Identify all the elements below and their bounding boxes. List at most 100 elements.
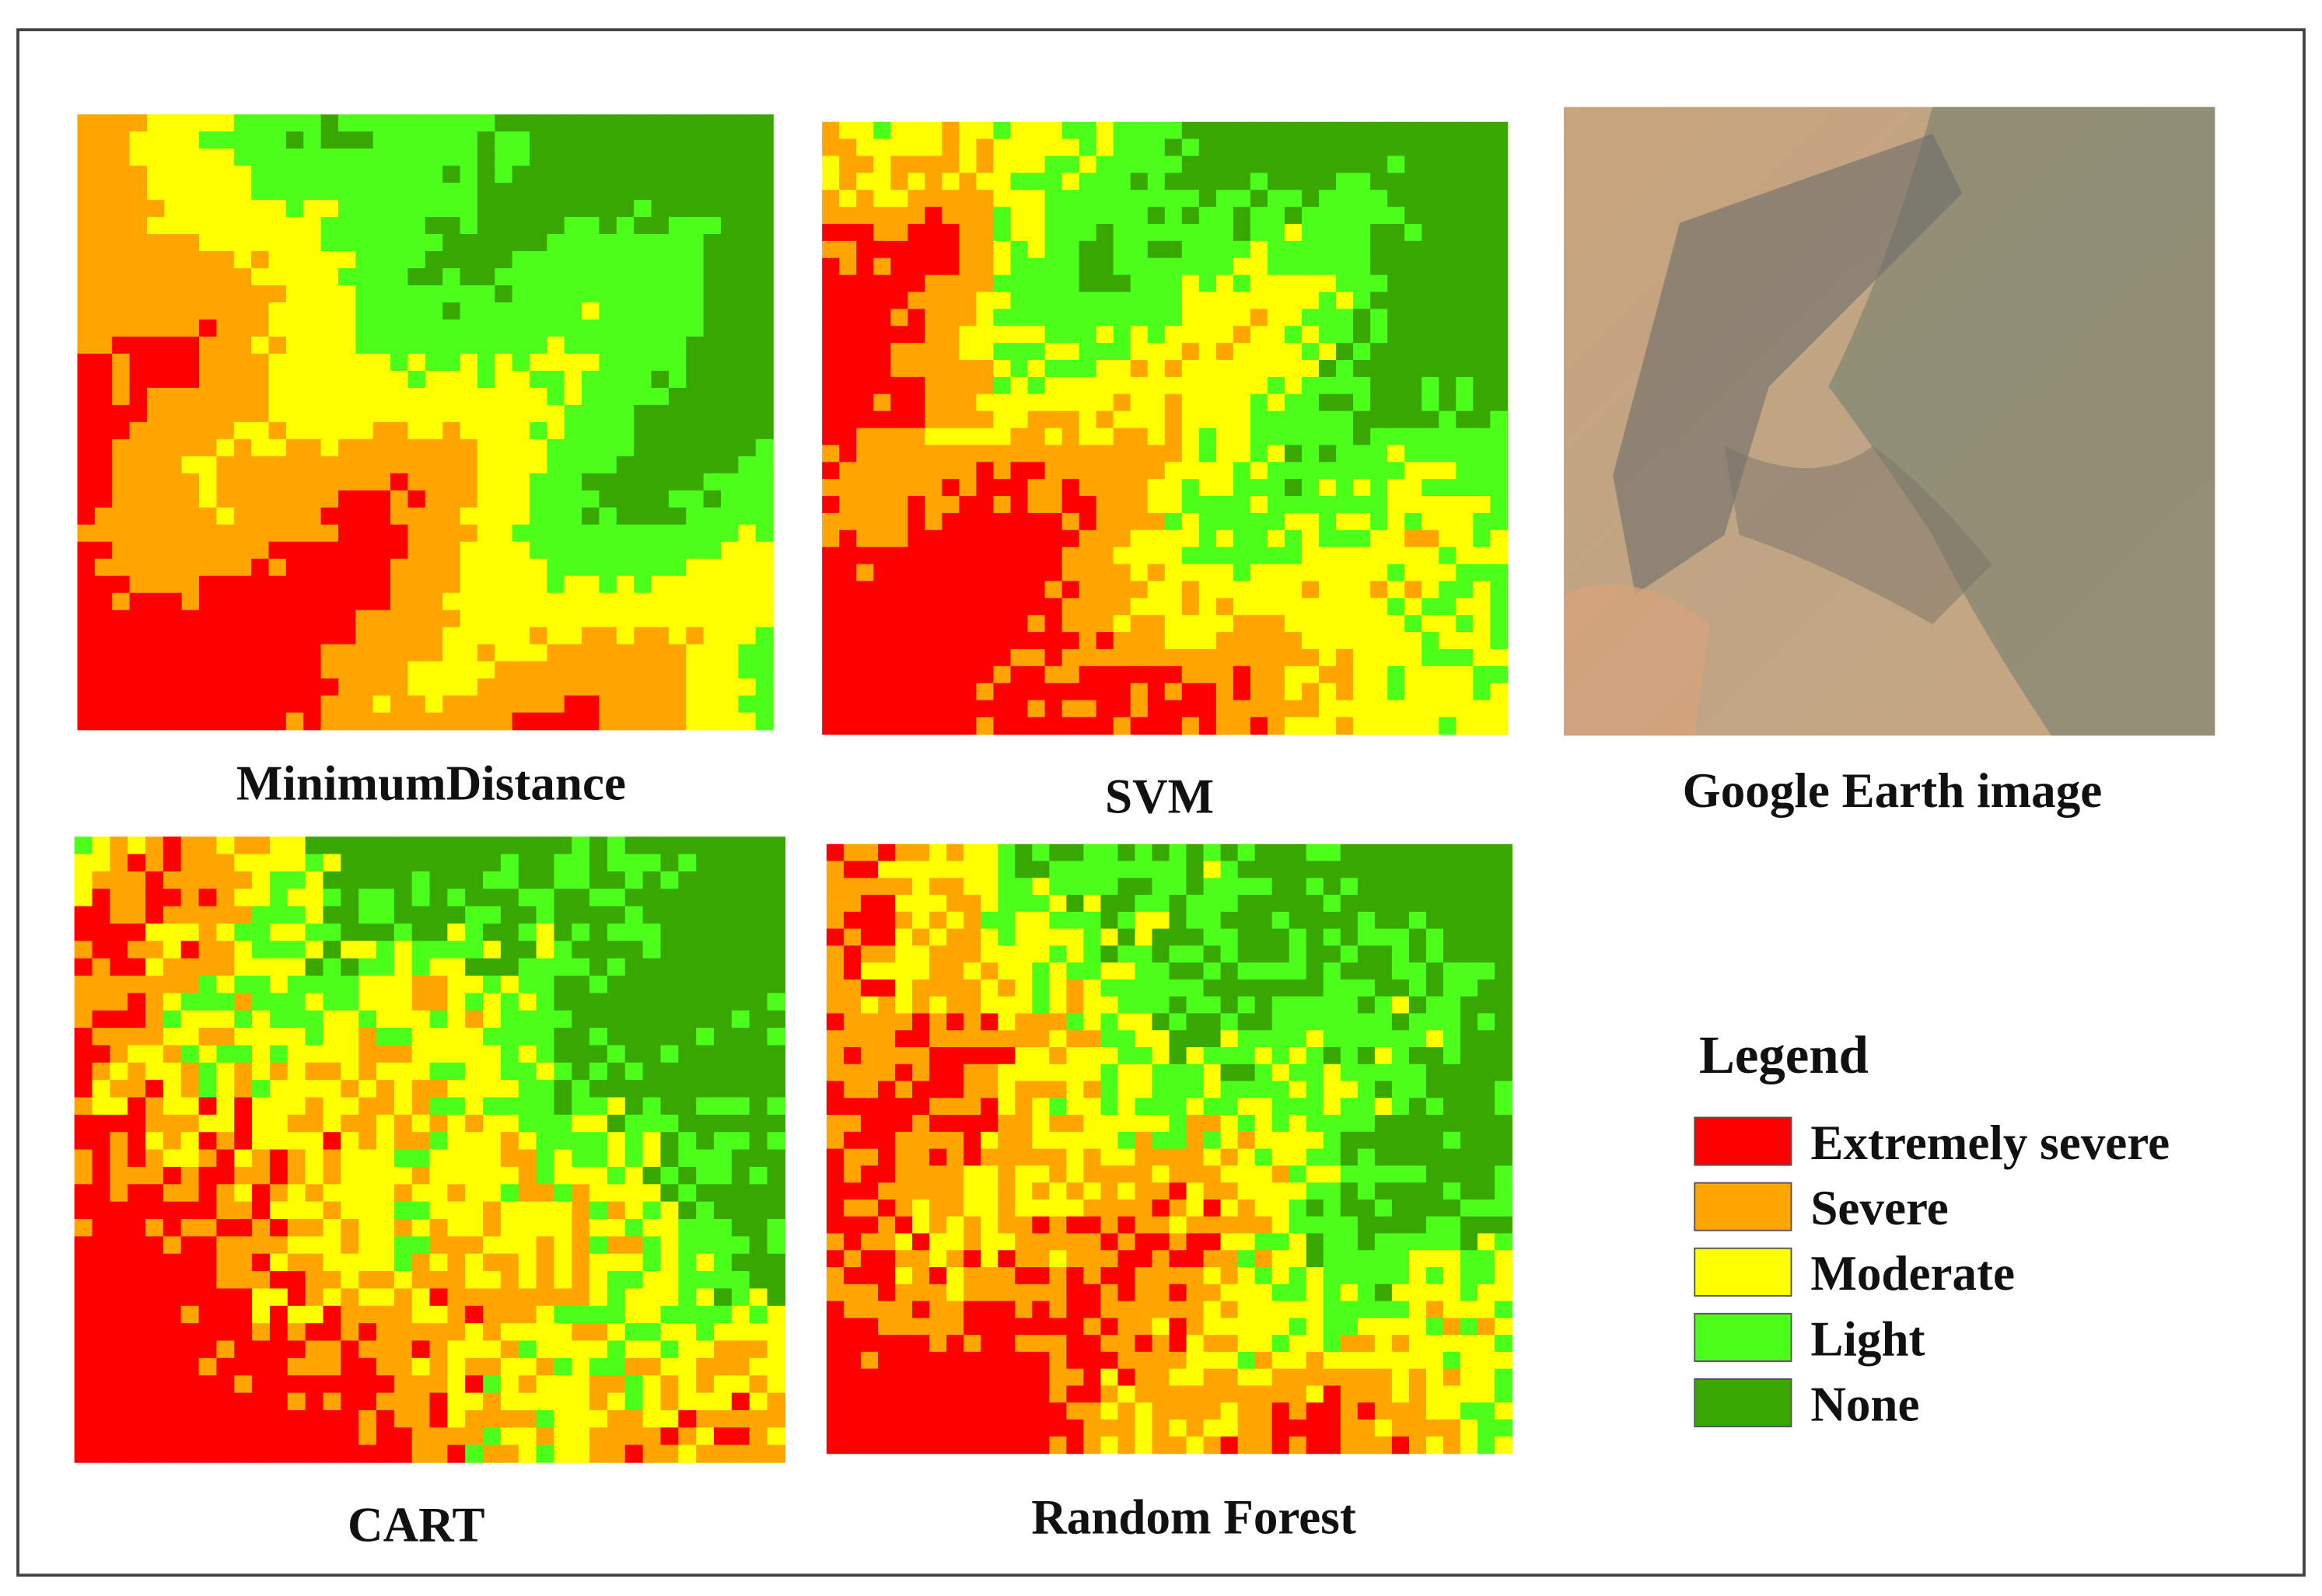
map-cell	[963, 1098, 981, 1116]
map-cell	[251, 319, 270, 337]
map-cell	[425, 456, 443, 474]
map-cell	[554, 1323, 573, 1342]
map-cell	[252, 1149, 271, 1168]
map-cell	[860, 861, 879, 879]
map-cell	[355, 456, 374, 474]
map-cell	[942, 700, 960, 718]
map-cell	[981, 1081, 998, 1099]
map-cell	[483, 1253, 502, 1272]
map-cell	[1490, 207, 1509, 225]
map-cell	[826, 962, 845, 980]
map-cell	[372, 575, 391, 594]
map-cell	[599, 285, 617, 303]
map-cell	[642, 1010, 662, 1028]
map-cell	[720, 661, 740, 679]
map-cell	[1215, 683, 1234, 701]
map-cell	[582, 404, 600, 423]
map-cell	[372, 507, 391, 526]
map-cell	[341, 1062, 359, 1081]
map-cell	[1181, 512, 1200, 531]
map-cell	[305, 1010, 324, 1028]
map-cell	[1096, 428, 1114, 446]
map-cell	[251, 353, 270, 372]
map-cell	[1495, 979, 1512, 997]
map-cell	[234, 993, 253, 1011]
map-cell	[1353, 138, 1371, 157]
map-cell	[252, 941, 271, 959]
map-cell	[234, 1444, 253, 1463]
map-cell	[1237, 979, 1256, 997]
map-cell	[942, 240, 960, 259]
map-cell	[163, 854, 182, 872]
map-cell	[495, 234, 513, 252]
map-cell	[1233, 173, 1251, 191]
map-cell	[678, 836, 697, 855]
map-cell	[287, 1114, 306, 1133]
map-cell	[976, 496, 995, 514]
map-cell	[686, 268, 705, 286]
map-cell	[651, 490, 670, 508]
map-cell	[616, 456, 635, 474]
map-cell	[1215, 207, 1234, 225]
map-cell	[1443, 843, 1461, 862]
map-cell	[216, 712, 235, 731]
map-cell	[145, 1271, 164, 1290]
map-cell	[607, 1062, 626, 1081]
map-cell	[1198, 615, 1217, 633]
map-cell	[686, 609, 705, 628]
map-cell	[826, 1081, 845, 1099]
map-cell	[554, 1375, 573, 1394]
map-cell	[1306, 1030, 1324, 1048]
map-cell	[303, 627, 322, 645]
map-cell	[355, 302, 374, 320]
map-cell	[959, 190, 977, 208]
map-cell	[393, 871, 413, 890]
map-cell	[1267, 598, 1285, 616]
map-cell	[843, 928, 862, 947]
map-cell	[425, 353, 443, 372]
map-cell	[720, 627, 740, 645]
map-cell	[749, 871, 768, 890]
map-cell	[634, 251, 652, 269]
map-cell	[442, 695, 461, 714]
map-cell	[341, 871, 359, 890]
map-cell	[164, 661, 183, 679]
map-cell	[547, 507, 565, 526]
map-cell	[942, 393, 960, 412]
map-cell	[1439, 496, 1457, 514]
map-cell	[447, 1201, 466, 1220]
map-cell	[355, 507, 374, 526]
map-cell	[128, 1184, 146, 1203]
map-cell	[269, 1166, 289, 1186]
map-cell	[1237, 928, 1256, 947]
map-cell	[287, 1288, 306, 1307]
map-cell	[199, 285, 218, 303]
map-cell	[616, 473, 635, 491]
map-cell	[1302, 683, 1320, 701]
map-cell	[942, 615, 960, 633]
map-cell	[1061, 292, 1080, 310]
map-cell	[599, 370, 617, 389]
map-cell	[269, 1080, 289, 1098]
map-cell	[74, 871, 93, 890]
map-cell	[536, 871, 555, 890]
map-cell	[856, 445, 875, 463]
map-cell	[1015, 1030, 1033, 1048]
map-cell	[1439, 581, 1457, 599]
map-cell	[92, 1253, 111, 1272]
map-cell	[128, 1201, 146, 1220]
map-cell	[429, 1080, 449, 1098]
map-cell	[285, 114, 304, 132]
map-cell	[826, 928, 845, 947]
map-cell	[323, 1253, 342, 1272]
map-cell	[572, 976, 590, 994]
map-cell	[826, 945, 845, 963]
map-cell	[303, 473, 322, 491]
map-cell	[714, 976, 733, 994]
map-cell	[529, 148, 548, 166]
map-cell	[1198, 462, 1217, 480]
map-cell	[1237, 962, 1256, 980]
map-cell	[411, 1080, 431, 1098]
map-cell	[822, 717, 840, 735]
map-cell	[390, 148, 409, 166]
